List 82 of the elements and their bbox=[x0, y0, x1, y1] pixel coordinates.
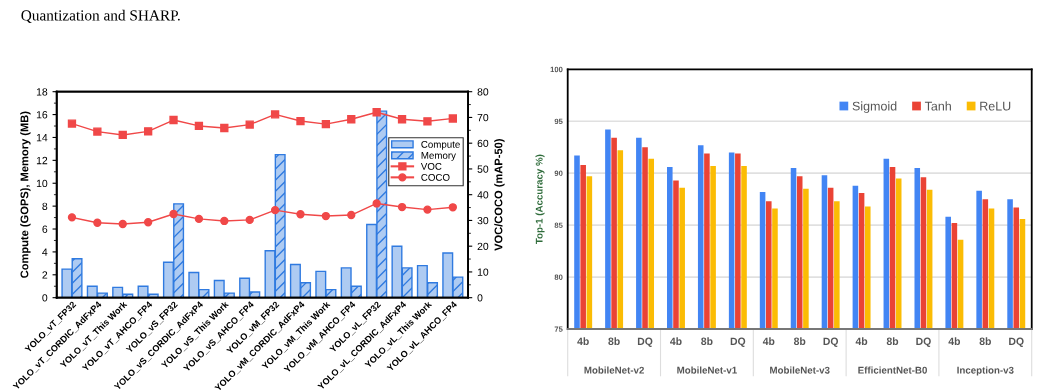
y2-tick-label: 70 bbox=[477, 113, 489, 122]
y-tick-label: 4 bbox=[42, 248, 48, 256]
legend-label: Compute bbox=[421, 140, 460, 150]
y-tick-label: 14 bbox=[36, 134, 48, 142]
x-tick-label: 8b bbox=[701, 337, 713, 345]
point bbox=[270, 205, 280, 215]
y2-tick-label: 10 bbox=[477, 268, 489, 276]
y2-tick-label: 0 bbox=[477, 294, 483, 302]
y-tick-label: 6 bbox=[42, 225, 48, 233]
x-tick-label: DQ bbox=[637, 337, 653, 347]
text: Inception-v3 bbox=[957, 366, 1014, 376]
point bbox=[220, 123, 229, 133]
y-tick-label: 2 bbox=[42, 271, 48, 279]
point bbox=[321, 119, 331, 129]
y-tick-label: 0 bbox=[42, 294, 48, 302]
x-tick-label: 4b bbox=[762, 337, 775, 345]
legend-label: Sigmoid bbox=[852, 101, 897, 113]
y-axis-title: Compute (GOPS), Memory (MB) bbox=[20, 111, 31, 278]
point bbox=[67, 213, 77, 222]
y-tick-label: 10 bbox=[36, 179, 48, 188]
point bbox=[93, 127, 102, 136]
point bbox=[93, 218, 102, 227]
point bbox=[423, 205, 432, 214]
point bbox=[372, 108, 381, 117]
y-tick-label: 16 bbox=[36, 111, 48, 119]
point bbox=[194, 214, 204, 224]
point bbox=[169, 209, 178, 219]
x-tick-label: 8b bbox=[886, 337, 899, 345]
text: EfficientNet-B0 bbox=[858, 366, 927, 374]
y2-tick-label: 20 bbox=[477, 242, 489, 251]
legend-label: Tanh bbox=[924, 101, 951, 111]
x-tick-label: DQ bbox=[823, 337, 839, 347]
point bbox=[347, 115, 356, 124]
point bbox=[423, 117, 432, 126]
x-tick-label: DQ bbox=[916, 337, 931, 347]
x-tick-label: 4b bbox=[948, 337, 961, 345]
text: MobileNet-v3 bbox=[770, 366, 830, 374]
legend-label: ReLU bbox=[980, 101, 1011, 111]
text: MobileNet-v2 bbox=[584, 366, 644, 374]
y2-tick-label: 80 bbox=[477, 88, 489, 96]
y-tick-label: 8 bbox=[42, 202, 48, 211]
y-axis-title: Top-1 (Accuracy %) bbox=[535, 154, 545, 245]
x-tick-label: 8b bbox=[979, 337, 991, 345]
y2-tick-label: 50 bbox=[477, 165, 489, 173]
point bbox=[448, 203, 458, 212]
point bbox=[448, 114, 458, 123]
point bbox=[67, 119, 77, 128]
x-tick-label: 8b bbox=[608, 337, 620, 345]
point bbox=[372, 199, 381, 208]
point bbox=[296, 210, 305, 219]
point bbox=[245, 120, 254, 129]
x-tick-label: 4b bbox=[670, 337, 682, 345]
legend-label: Memory bbox=[421, 152, 456, 161]
point bbox=[143, 127, 153, 136]
x-tick-label: DQ bbox=[1009, 337, 1024, 347]
x-tick-label: 8b bbox=[793, 337, 806, 345]
legend-label: VOC bbox=[420, 162, 442, 170]
point bbox=[347, 210, 356, 220]
x-tick-label: 4b bbox=[855, 337, 868, 345]
y2-tick-label: 30 bbox=[477, 216, 489, 225]
point bbox=[118, 130, 127, 140]
point bbox=[194, 121, 204, 131]
y-tick-label: 12 bbox=[36, 156, 48, 165]
point bbox=[118, 219, 127, 229]
x-tick-label: 4b bbox=[577, 337, 589, 345]
y-tick-label: 18 bbox=[36, 88, 48, 96]
text: MobileNet-v1 bbox=[677, 366, 737, 374]
point bbox=[169, 115, 178, 125]
point bbox=[220, 216, 229, 226]
y2-axis-title: VOC/COCO (mAP-50) bbox=[494, 139, 505, 251]
text: Quantization and SHARP. bbox=[21, 9, 180, 23]
point bbox=[397, 202, 407, 212]
point bbox=[143, 218, 153, 227]
point bbox=[296, 116, 305, 126]
point bbox=[321, 211, 331, 221]
y2-tick-label: 40 bbox=[477, 191, 489, 199]
point bbox=[245, 215, 254, 225]
legend-label: COCO bbox=[421, 173, 450, 181]
x-tick-label: DQ bbox=[730, 337, 746, 347]
point bbox=[270, 110, 280, 119]
point bbox=[397, 115, 407, 124]
y2-tick-label: 60 bbox=[477, 139, 489, 148]
